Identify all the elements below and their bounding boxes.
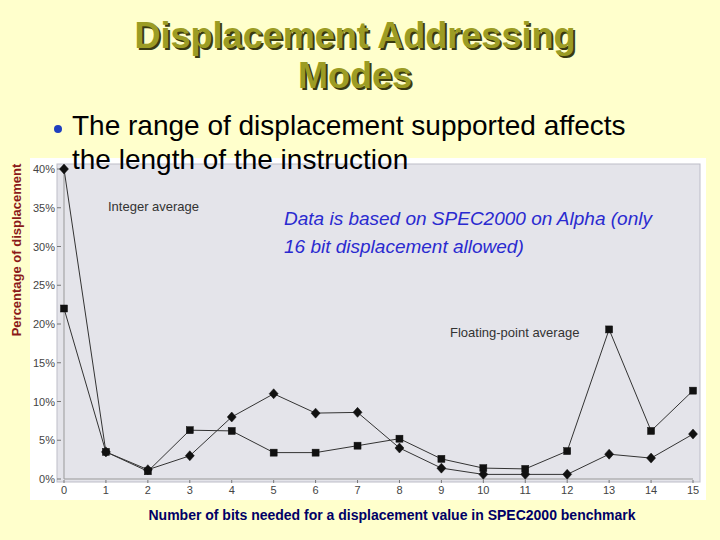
slide: {"chart_data": { "type": "line", "title"… <box>0 0 720 540</box>
title: Displacement Addressing Modes <box>95 16 615 96</box>
y-tick-label: 10% <box>33 396 55 408</box>
series-marker <box>606 326 613 333</box>
y-tick-label: 30% <box>33 241 55 253</box>
series-marker <box>143 465 152 475</box>
y-tick <box>57 285 61 286</box>
x-tick <box>315 480 316 483</box>
series-line <box>64 169 693 474</box>
x-tick-label: 0 <box>61 484 67 496</box>
series-marker <box>227 412 236 422</box>
series-marker <box>101 447 110 457</box>
x-tick <box>231 480 232 483</box>
y-tick <box>57 207 61 208</box>
x-tick-label: 12 <box>561 484 573 496</box>
x-axis-line <box>64 479 693 480</box>
y-tick <box>57 401 61 402</box>
x-tick-label: 13 <box>603 484 615 496</box>
y-tick-label: 20% <box>33 318 55 330</box>
y-tick-label: 40% <box>33 163 55 175</box>
series-marker <box>60 164 69 174</box>
x-tick <box>483 480 484 483</box>
series-line <box>64 309 693 472</box>
y-tick <box>57 440 61 441</box>
series-marker <box>102 448 109 455</box>
annotation: Data is based on SPEC2000 on Alpha (only… <box>284 205 654 261</box>
series-marker <box>354 442 361 449</box>
x-tick <box>273 480 274 483</box>
x-tick <box>105 480 106 483</box>
x-tick-label: 7 <box>354 484 360 496</box>
x-tick-label: 9 <box>438 484 444 496</box>
series-marker <box>438 455 445 462</box>
x-tick <box>189 480 190 483</box>
x-tick-label: 4 <box>229 484 235 496</box>
y-axis-label: Percentage of displacement <box>9 163 24 336</box>
y-axis-line <box>64 169 65 479</box>
x-tick-label: 1 <box>103 484 109 496</box>
y-tick <box>57 362 61 363</box>
y-tick-label: 0% <box>39 473 55 485</box>
chart-background <box>30 158 706 500</box>
x-tick <box>693 480 694 483</box>
y-tick-label: 25% <box>33 279 55 291</box>
series-marker <box>648 427 655 434</box>
x-tick-label: 6 <box>313 484 319 496</box>
x-tick <box>357 480 358 483</box>
series-marker <box>690 387 697 394</box>
series-marker <box>563 469 572 479</box>
series-marker <box>564 448 571 455</box>
series-marker <box>61 305 68 312</box>
x-tick-label: 15 <box>687 484 699 496</box>
plot-marks <box>60 164 698 479</box>
x-tick <box>147 480 148 483</box>
bullet-dot <box>54 125 62 133</box>
x-tick <box>525 480 526 483</box>
series-marker <box>437 463 446 473</box>
x-tick-label: 2 <box>145 484 151 496</box>
series-marker <box>312 449 319 456</box>
y-tick-label: 35% <box>33 202 55 214</box>
y-tick-label: 5% <box>39 434 55 446</box>
series-marker <box>689 429 698 439</box>
x-tick-label: 14 <box>645 484 657 496</box>
series-marker <box>395 443 404 453</box>
x-tick <box>567 480 568 483</box>
series-marker <box>269 389 278 399</box>
plot-area <box>57 164 700 482</box>
series-marker <box>522 465 529 472</box>
series-marker <box>270 449 277 456</box>
series-marker <box>396 435 403 442</box>
series-marker <box>353 407 362 417</box>
x-tick-label: 11 <box>520 484 531 496</box>
series-marker <box>480 465 487 472</box>
series-marker <box>647 453 656 463</box>
y-tick <box>57 324 61 325</box>
y-tick <box>57 246 61 247</box>
x-tick <box>651 480 652 483</box>
series-marker <box>185 451 194 461</box>
y-tick <box>57 479 61 480</box>
series-marker <box>186 427 193 434</box>
series-marker <box>228 427 235 434</box>
legend-label: Floating-point average <box>450 325 579 340</box>
series-marker <box>311 408 320 418</box>
x-tick <box>609 480 610 483</box>
x-tick-label: 5 <box>271 484 277 496</box>
x-tick-label: 10 <box>477 484 489 496</box>
legend-label: Integer average <box>108 199 199 214</box>
bullet-text: The range of displacement supported affe… <box>72 109 632 177</box>
x-tick <box>64 480 65 483</box>
series-marker <box>605 449 614 459</box>
y-tick-label: 15% <box>33 357 55 369</box>
x-tick-label: 3 <box>187 484 193 496</box>
x-tick <box>399 480 400 483</box>
x-tick-label: 8 <box>396 484 402 496</box>
x-tick <box>441 480 442 483</box>
series-marker <box>144 468 151 475</box>
x-axis-label: Number of bits needed for a displacement… <box>148 507 635 523</box>
